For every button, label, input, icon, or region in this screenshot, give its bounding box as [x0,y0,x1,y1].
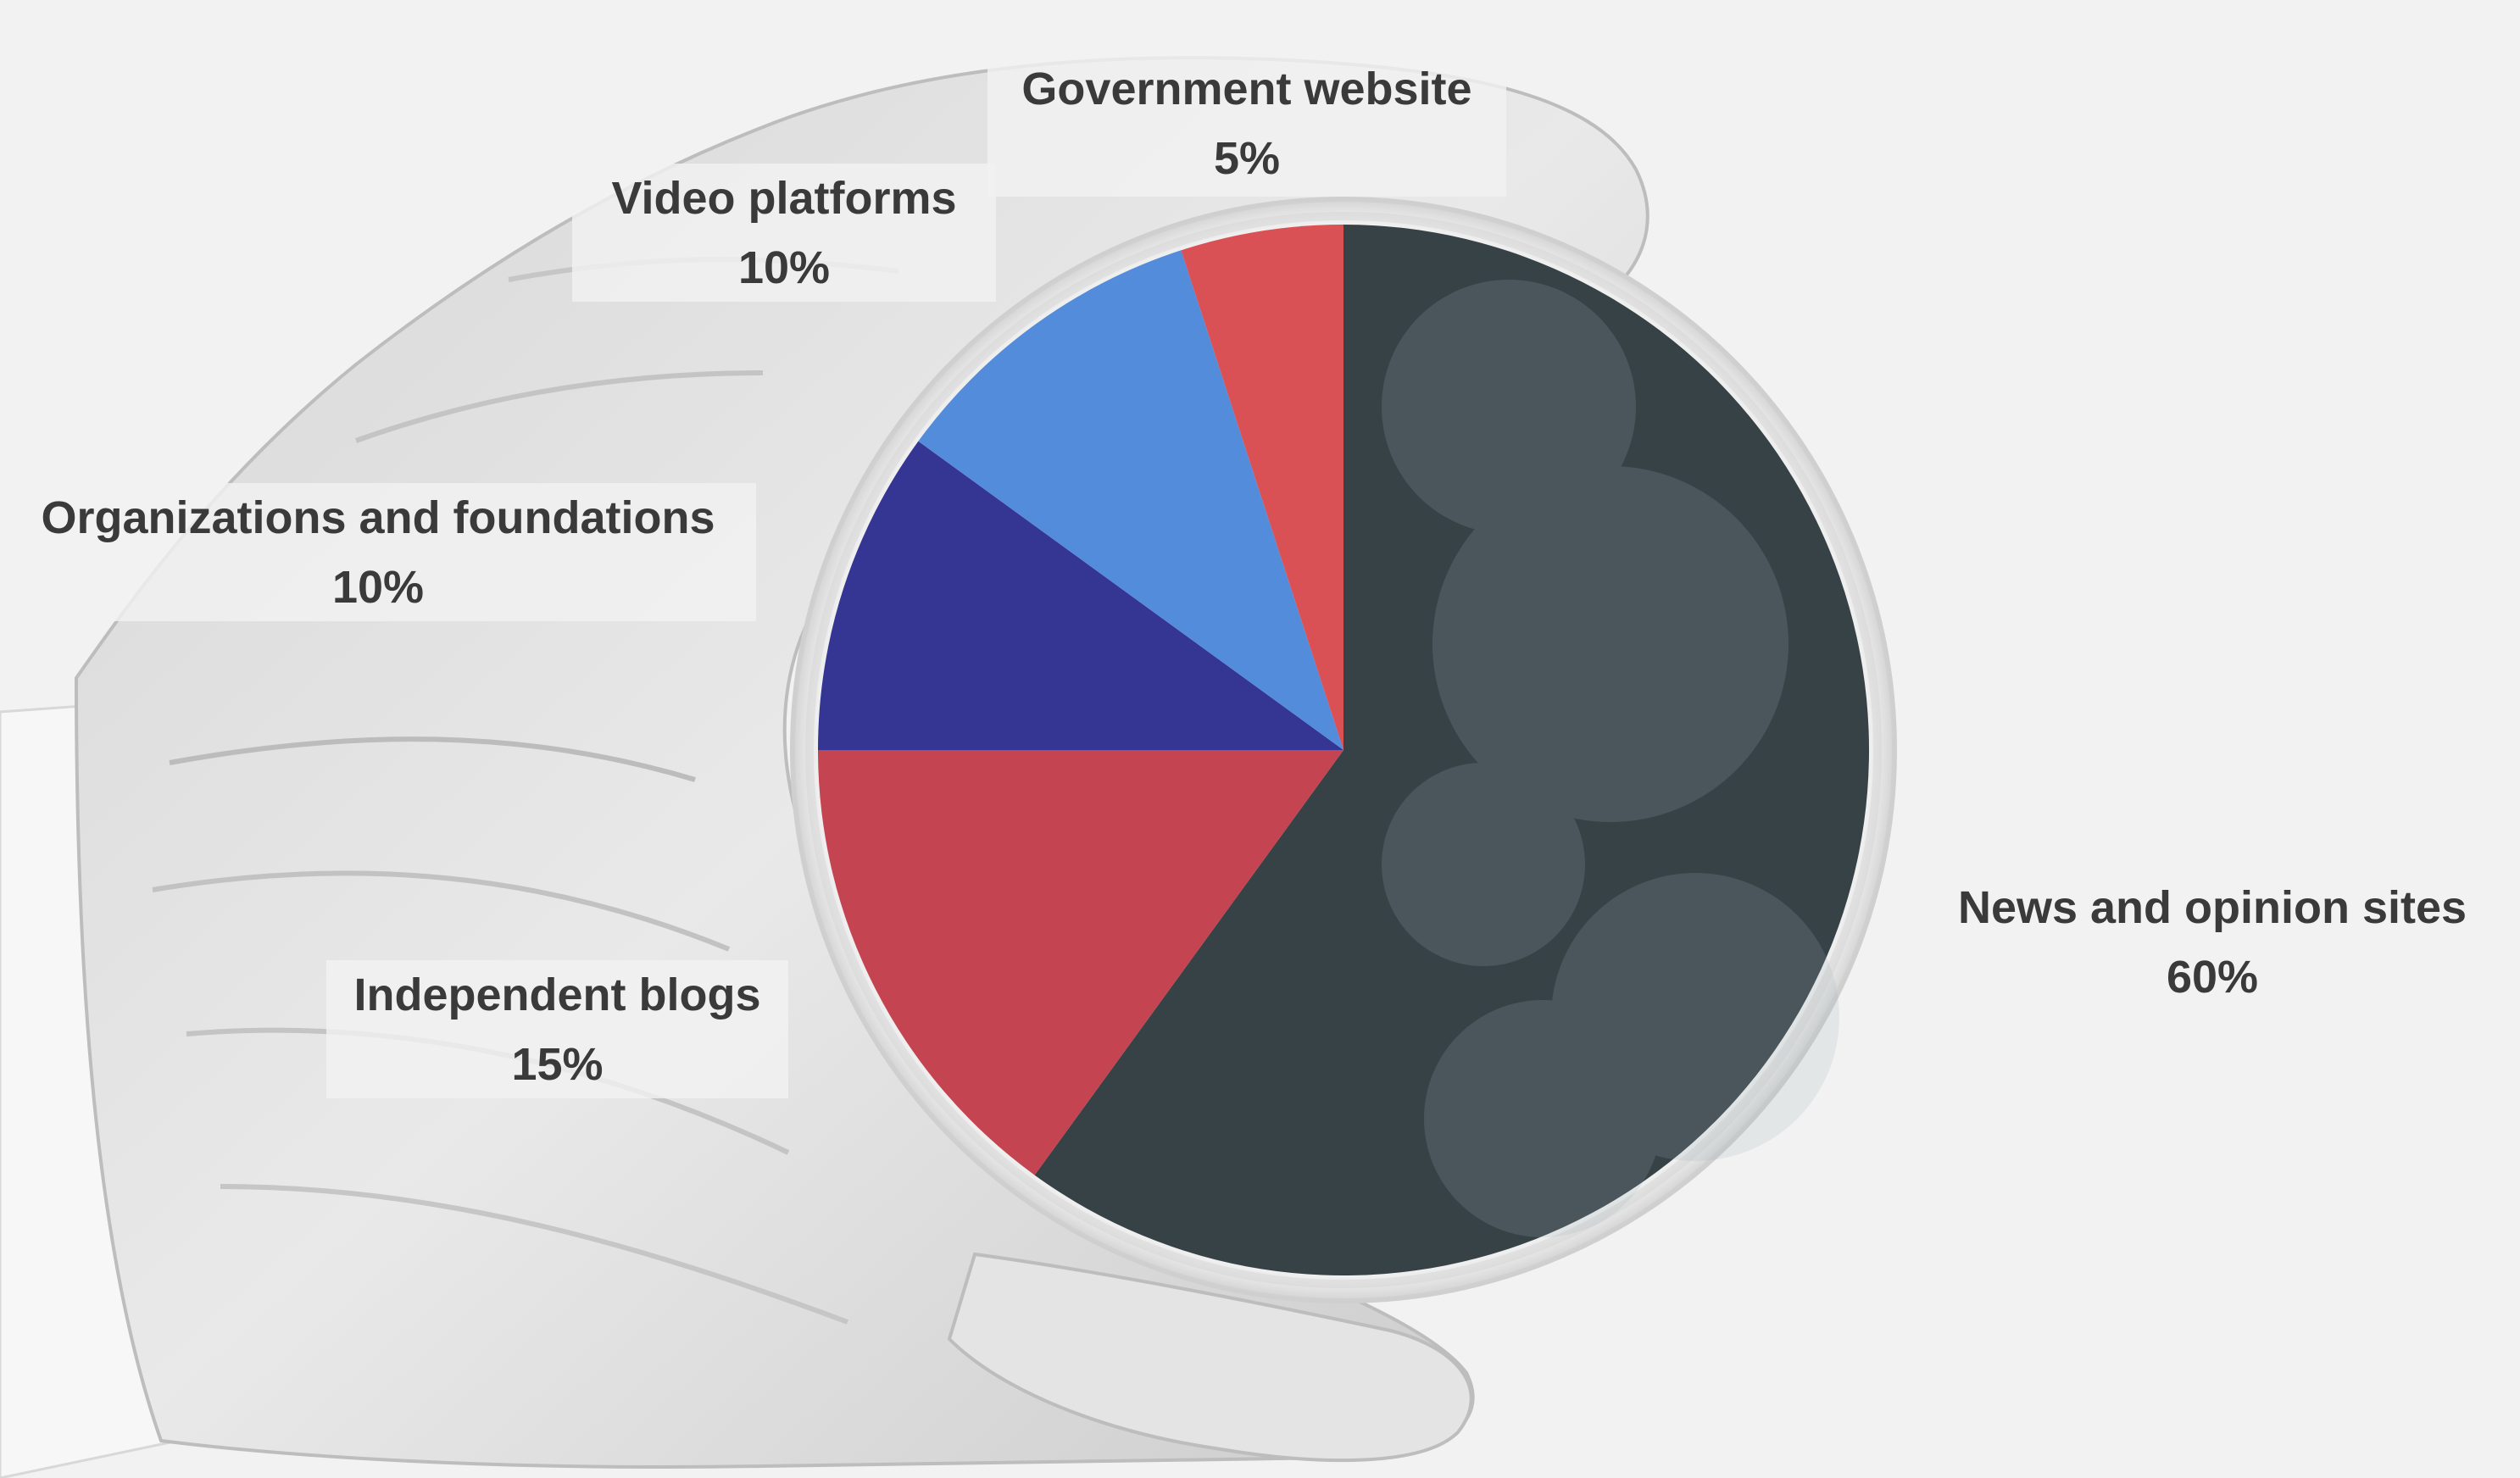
slice-value: 15% [511,1039,604,1090]
slice-news [1034,225,1870,1275]
slice-blogs [818,750,1343,1175]
slice-label-government: Government website 5% [987,54,1506,197]
slice-name: Video platforms [611,173,957,224]
slice-name: Government website [1021,64,1472,114]
slice-name: Independent blogs [353,970,761,1020]
slice-value: 10% [737,242,831,293]
slice-value: 10% [331,562,425,613]
slice-government [1181,224,1343,750]
slice-name: News and opinion sites [1957,882,2467,933]
slice-label-organizations: Organizations and foundations 10% [0,483,756,621]
slice-label-video: Video platforms 10% [572,164,996,302]
slice-name: Organizations and foundations [41,492,715,543]
dish-texture [1382,280,1839,1237]
slice-video [918,250,1343,750]
slice-label-blogs: Independent blogs 15% [326,960,788,1098]
slice-label-news: News and opinion sites 60% [1916,873,2509,1012]
slice-value: 60% [2166,952,2259,1003]
slice-value: 5% [1213,133,1281,184]
slice-organizations [818,441,1343,750]
